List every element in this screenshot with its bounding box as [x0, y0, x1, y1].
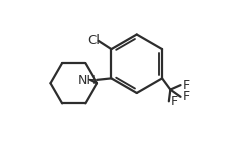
Text: Cl: Cl: [87, 34, 100, 47]
Text: F: F: [183, 79, 190, 92]
Text: NH: NH: [78, 74, 97, 87]
Text: F: F: [171, 95, 178, 108]
Text: F: F: [183, 90, 190, 103]
